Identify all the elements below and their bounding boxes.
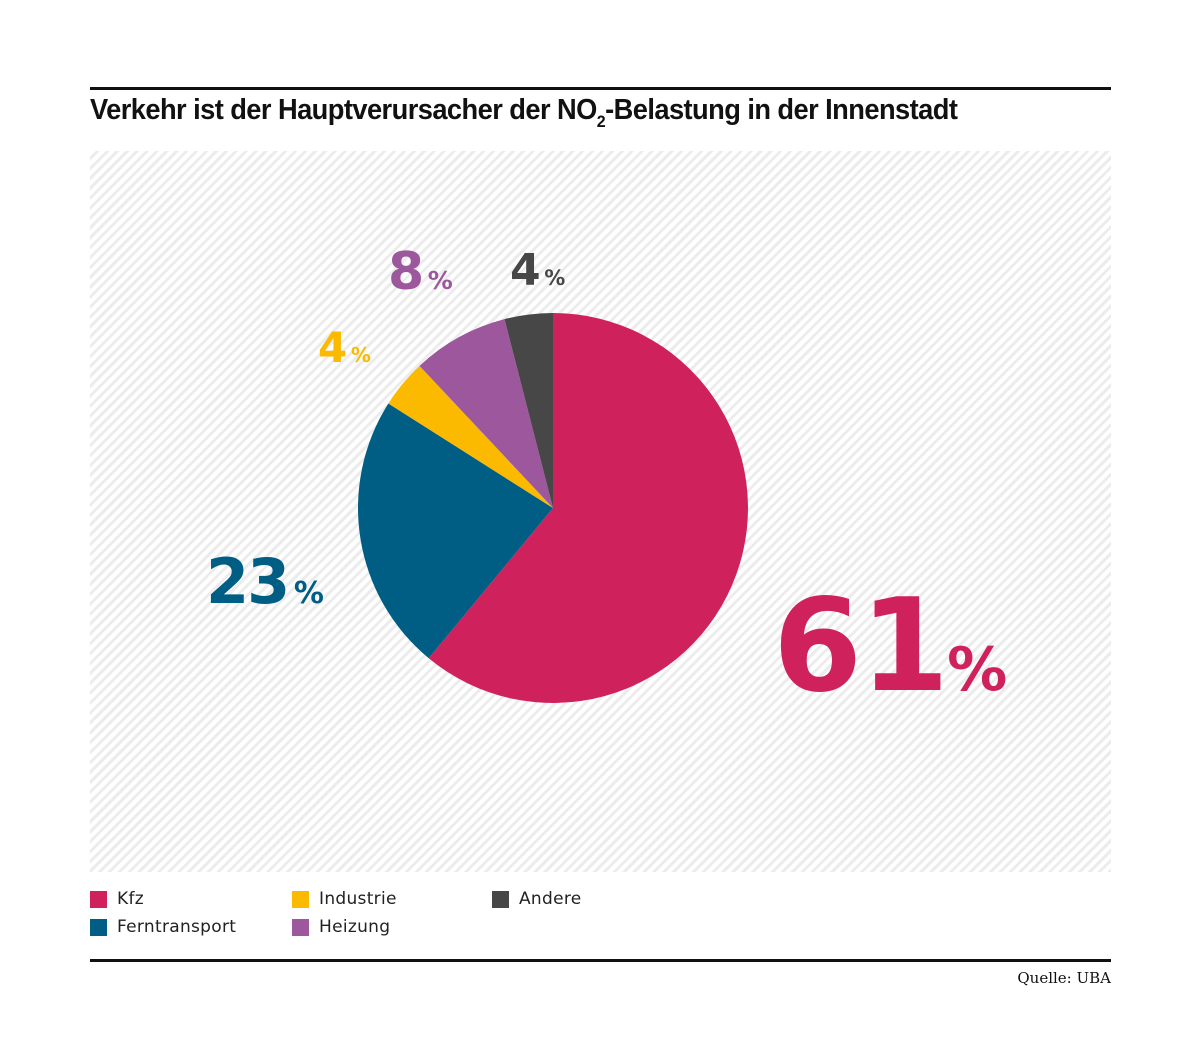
data-label-industrie: 4 %: [318, 327, 371, 369]
data-label-heizung: 8 %: [388, 246, 453, 298]
data-label-ferntransport: 23 %: [206, 551, 324, 613]
legend-swatch-ferntransport: [90, 918, 107, 936]
chart-title-main: Verkehr ist der Hauptverursacher der NO: [90, 94, 597, 126]
data-label-andere-value: 4: [510, 245, 541, 296]
legend-swatch-industrie: [292, 890, 309, 908]
bottom-rule: [90, 959, 1111, 962]
legend-item-heizung: Heizung: [292, 917, 390, 937]
legend-label-industrie: Industrie: [319, 889, 397, 909]
data-label-heizung-unit: %: [427, 266, 453, 295]
legend-item-kfz: Kfz: [90, 889, 144, 909]
chart-title-subscript: 2: [596, 112, 606, 131]
legend-label-ferntransport: Ferntransport: [117, 917, 237, 937]
legend-item-industrie: Industrie: [292, 889, 397, 909]
chart-title: Verkehr ist der Hauptverursacher der NO2…: [90, 94, 1058, 132]
data-label-andere-unit: %: [544, 266, 566, 290]
top-rule: [90, 87, 1111, 90]
legend-label-andere: Andere: [519, 889, 582, 909]
pie-slice-ferntransport: [358, 403, 553, 659]
data-label-kfz: 61%: [773, 583, 1007, 711]
data-label-ferntransport-unit: %: [293, 576, 324, 611]
legend-swatch-kfz: [90, 890, 107, 908]
pie-slice-heizung: [419, 319, 553, 508]
chart-title-rest: -Belastung in der Innenstadt: [605, 94, 958, 126]
legend-item-ferntransport: Ferntransport: [90, 917, 236, 937]
data-label-industrie-unit: %: [350, 343, 371, 367]
pie-slice-kfz: [428, 313, 748, 703]
legend-swatch-andere: [492, 890, 509, 908]
pie-chart: [358, 313, 748, 703]
pie-slice-industrie: [388, 365, 553, 508]
legend-swatch-heizung: [292, 918, 309, 936]
source-note: Quelle: UBA: [1017, 969, 1111, 987]
data-label-kfz-unit: %: [947, 635, 1008, 705]
plot-area: 61% 23 % 4 % 8 % 4 %: [90, 151, 1111, 872]
legend-label-heizung: Heizung: [319, 917, 391, 937]
data-label-kfz-value: 61: [773, 572, 949, 721]
legend-label-kfz: Kfz: [117, 889, 144, 909]
data-label-ferntransport-value: 23: [206, 545, 290, 618]
data-label-andere: 4 %: [510, 249, 565, 293]
data-label-heizung-value: 8: [388, 242, 424, 302]
legend-item-andere: Andere: [492, 889, 582, 909]
pie-slice-andere: [504, 313, 553, 508]
data-label-industrie-value: 4: [318, 323, 347, 372]
